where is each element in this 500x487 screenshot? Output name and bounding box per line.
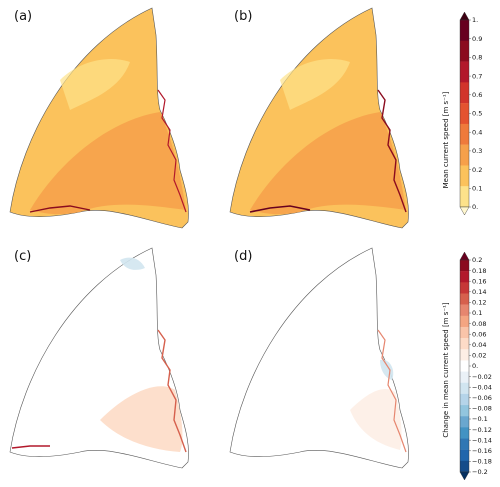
colorbar-mean-segment	[460, 103, 469, 125]
colorbar-mean-segment	[460, 40, 469, 62]
colorbar-mean-tick-label: 0.3	[472, 147, 482, 155]
colorbar-mean-tick-label: 0.2	[472, 166, 482, 174]
colorbar-mean-tick-label: 0.9	[472, 35, 482, 43]
colorbar-change-tick-label: 0.16	[472, 277, 486, 285]
panel-label-c: (c)	[14, 249, 31, 264]
colorbar-change-tick-label: −0.06	[472, 394, 492, 402]
panel-b: (b)	[229, 7, 409, 229]
panel-d: (d)	[229, 247, 409, 469]
colorbar-change-tick-label: −0.12	[472, 426, 492, 434]
colorbar-change-tick-label: 0.2	[472, 256, 482, 264]
colorbar-change-extend-bottom	[459, 471, 470, 481]
colorbar-change-title: Change in mean current speed [m s⁻¹]	[442, 302, 450, 437]
panel-label-b: (b)	[234, 9, 252, 24]
panel-a: (a)	[9, 7, 189, 229]
coast-detail	[377, 89, 407, 213]
coast-detail	[157, 89, 187, 213]
colorbar-change-tick-label: 0.06	[472, 330, 486, 338]
colorbar-change-tick-label: 0.18	[472, 267, 486, 275]
colorbar-change-segment	[460, 427, 469, 439]
colorbar-change-tick-label: −0.02	[472, 373, 492, 381]
colorbar-mean-segment	[460, 186, 469, 208]
colorbar-change-tick-label: −0.2	[472, 468, 488, 476]
change-negative	[120, 257, 145, 270]
colorbar-mean-segment	[460, 144, 469, 166]
panel-label-d: (d)	[234, 249, 252, 264]
coast-detail-2	[11, 445, 50, 449]
coast-detail-2	[29, 205, 91, 213]
colorbar-mean-tick-label: 0.7	[472, 72, 482, 80]
colorbar-mean-tick-label: 1.	[472, 16, 478, 24]
colorbar-mean-segment	[460, 20, 469, 41]
colorbar-mean-extend-bottom	[459, 206, 470, 216]
colorbar-change-segment	[460, 304, 469, 316]
colorbar-change-tick-label: −0.16	[472, 447, 492, 455]
colorbar-mean-extend-top	[459, 11, 470, 21]
colorbar-change: 0.2 0.18 0.16 0.14 0.12 0.1 0.08 0.06 0.04 0.02 0.…	[442, 251, 492, 481]
colorbar-mean-tick-label: 0.8	[472, 54, 482, 62]
shelf-region	[30, 112, 186, 215]
change-positive	[100, 386, 183, 452]
colorbar-change-tick-label: 0.14	[472, 288, 486, 296]
colorbar-change-segment	[460, 360, 469, 372]
colorbar-change-tick-label: −0.14	[472, 436, 492, 444]
colorbar-change-tick-label: 0.1	[472, 309, 482, 317]
colorbar-change-segment	[460, 460, 469, 473]
colorbar-mean-segment	[460, 82, 469, 104]
colorbar-change-extend-top	[459, 251, 470, 261]
colorbar-change-tick-label: 0.04	[472, 341, 486, 349]
panel-label-a: (a)	[14, 9, 32, 24]
colorbar-change-segment	[460, 349, 469, 361]
colorbar-change-segment	[460, 260, 469, 272]
colorbar-change-tick-label: 0.	[472, 362, 478, 370]
colorbar-mean-tick-label: 0.6	[472, 91, 482, 99]
colorbar-change-segment	[460, 382, 469, 395]
colorbar-change-tick-label: 0.08	[472, 320, 486, 328]
coast-detail-2	[249, 205, 311, 213]
colorbar-change-tick-label: 0.02	[472, 352, 486, 360]
colorbar-change-segment	[460, 393, 469, 406]
shelf-region	[250, 112, 406, 215]
change-positive	[350, 389, 402, 450]
colorbar-change-segment	[460, 315, 469, 328]
colorbar-change-segment	[460, 371, 469, 383]
colorbar-change-segment	[460, 282, 469, 294]
colorbar-change-tick-label: 0.12	[472, 299, 486, 307]
deep-region	[60, 59, 130, 110]
coast-detail	[377, 329, 407, 453]
colorbar-change-segment	[460, 438, 469, 450]
colorbar-mean-segment	[460, 123, 469, 145]
colorbar-change-segment	[460, 405, 469, 417]
colorbar-change-segment	[460, 416, 469, 428]
colorbar-change-tick-label: −0.18	[472, 458, 492, 466]
panel-c: (c)	[9, 247, 189, 469]
colorbar-change-segment	[460, 293, 469, 305]
deep-region	[280, 59, 350, 110]
coast-detail	[157, 329, 187, 453]
colorbar-change-tick-label: −0.1	[472, 415, 488, 423]
colorbar-mean-tick-label: 0.1	[472, 185, 482, 193]
colorbar-change-segment	[460, 326, 469, 339]
colorbar-mean-title: Mean current speed [m s⁻¹]	[442, 91, 450, 188]
colorbar-change-segment	[460, 271, 469, 283]
colorbar-mean: 1. 0.9 0.8 0.7 0.6 0.5 0.4 0.3 0.2 0.1 0. Mean cur…	[442, 11, 482, 216]
colorbar-mean-tick-label: 0.4	[472, 128, 482, 136]
colorbar-change-tick-label: −0.08	[472, 405, 492, 413]
colorbar-change-segment	[460, 338, 469, 350]
colorbar-change-segment	[460, 449, 469, 462]
colorbar-change-tick-label: −0.04	[472, 383, 492, 391]
colorbar-mean-tick-label: 0.	[472, 203, 478, 211]
colorbar-mean-tick-label: 0.5	[472, 110, 482, 118]
colorbar-mean-segment	[460, 165, 469, 187]
colorbar-mean-segment	[460, 61, 469, 83]
